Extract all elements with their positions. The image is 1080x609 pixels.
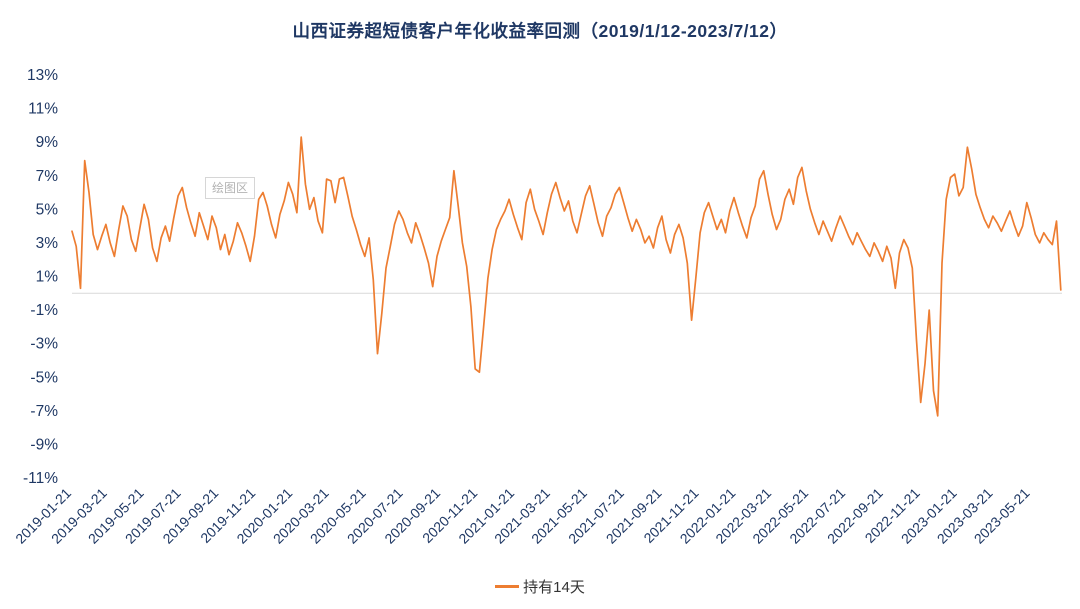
y-tick-label: 5% [36, 201, 59, 218]
y-tick-label: 9% [36, 134, 59, 151]
y-tick-label: -11% [23, 470, 58, 487]
plot-area-label: 绘图区 [205, 177, 256, 199]
legend-series-label: 持有14天 [523, 579, 585, 596]
legend: 持有14天 [0, 576, 1080, 597]
y-tick-label: -1% [30, 302, 58, 319]
chart-title: 山西证券超短债客户年化收益率回测（2019/1/12-2023/7/12） [292, 21, 788, 41]
y-tick-label: -9% [30, 436, 58, 453]
series-line [71, 136, 1062, 417]
y-tick-label: -7% [30, 403, 58, 420]
y-tick-label: -5% [30, 369, 58, 386]
y-tick-label: 7% [36, 168, 59, 185]
legend-line-swatch [495, 585, 520, 588]
y-tick-label: 11% [28, 101, 58, 118]
y-tick-label: 1% [36, 269, 59, 286]
y-tick-label: -3% [30, 336, 58, 353]
y-tick-label: 3% [36, 235, 59, 252]
y-tick-label: 13% [27, 67, 58, 84]
